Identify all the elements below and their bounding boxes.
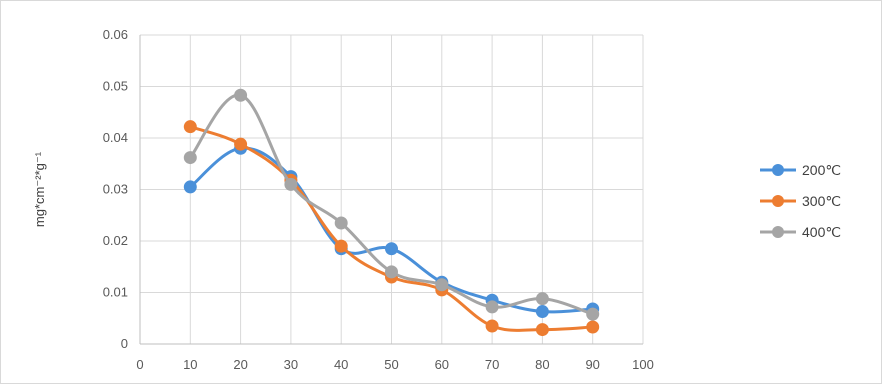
series-1-point <box>535 323 549 337</box>
y-tick-label: 0 <box>121 336 128 351</box>
legend-marker <box>772 226 784 238</box>
y-tick-label: 0.03 <box>103 182 128 197</box>
y-tick-label: 0.05 <box>103 79 128 94</box>
series-1-point <box>234 137 248 151</box>
x-tick-label: 30 <box>284 357 298 372</box>
y-tick-label: 0.02 <box>103 233 128 248</box>
series-2-point <box>234 88 248 102</box>
x-tick-label: 50 <box>384 357 398 372</box>
gridlines <box>140 34 644 344</box>
legend-label: 300℃ <box>802 193 841 209</box>
y-tick-label: 0.06 <box>103 27 128 42</box>
x-tick-label: 60 <box>435 357 449 372</box>
series-1-point <box>485 319 499 333</box>
x-tick-label: 40 <box>334 357 348 372</box>
y-tick-label: 0.01 <box>103 285 128 300</box>
series-lines <box>183 88 600 337</box>
x-tick-label: 10 <box>183 357 197 372</box>
series-1-point <box>586 320 600 334</box>
series-2-point <box>284 177 298 191</box>
series-0-point <box>535 305 549 319</box>
series-2-point <box>435 278 449 292</box>
tick-labels: 0 10 20 30 40 50 60 70 80 90 100 0 0.01 0.02 0.03 0.04 0… <box>103 27 654 372</box>
series-0-point <box>183 180 197 194</box>
series-2-point <box>183 151 197 165</box>
y-tick-label: 0.04 <box>103 130 128 145</box>
legend: 200℃ 300℃ 400℃ <box>760 162 841 240</box>
legend-label: 400℃ <box>802 224 841 240</box>
series-2-point <box>586 307 600 321</box>
series-2-point <box>334 216 348 230</box>
series-1-point <box>183 120 197 134</box>
legend-marker <box>772 195 784 207</box>
x-tick-label: 80 <box>535 357 549 372</box>
x-tick-label: 0 <box>136 357 143 372</box>
series-2-point <box>535 292 549 306</box>
x-tick-label: 100 <box>632 357 654 372</box>
x-tick-label: 20 <box>233 357 247 372</box>
legend-marker <box>772 164 784 176</box>
series-1-point <box>334 239 348 253</box>
axes <box>139 35 643 345</box>
x-tick-label: 70 <box>485 357 499 372</box>
series-0-point <box>385 242 398 256</box>
series-2-point <box>485 300 499 314</box>
x-tick-label: 90 <box>585 357 599 372</box>
series-line-2 <box>189 93 594 316</box>
series-2-point <box>385 265 398 279</box>
y-axis-title: mg*cm⁻²*g⁻¹ <box>32 151 47 227</box>
legend-label: 200℃ <box>802 162 841 178</box>
